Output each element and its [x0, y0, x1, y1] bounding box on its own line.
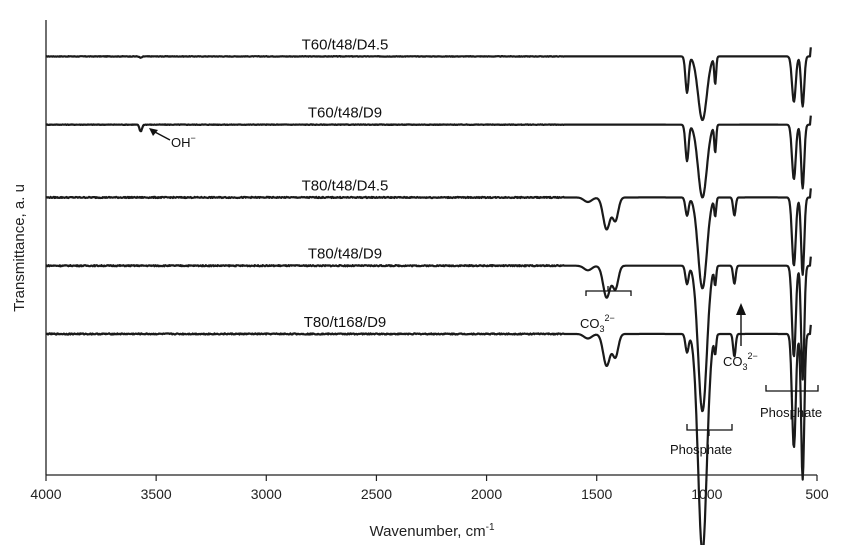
x-ticks: 4000 3500 3000 2500 2000 1500 1000 500 — [30, 475, 829, 502]
phosphate-main-annotation: Phosphate — [670, 424, 733, 457]
x-tick-label: 3000 — [251, 486, 282, 502]
co3-left-bracket — [585, 286, 632, 296]
spectrum-t80-t48-d4-5 — [45, 188, 812, 290]
co3-right-annotation: CO32− — [723, 303, 758, 372]
phosphate-main-bracket — [686, 424, 733, 436]
x-tick-label: 1500 — [581, 486, 612, 502]
spectrum-t80-t48-d9 — [45, 256, 812, 413]
series-label: T80/t168/D9 — [304, 314, 387, 331]
x-tick-label: 500 — [805, 486, 829, 502]
x-tick-label: 3500 — [141, 486, 172, 502]
x-tick-label: 4000 — [30, 486, 61, 502]
phosphate-main-label: Phosphate — [670, 442, 732, 457]
x-tick-label: 2000 — [471, 486, 502, 502]
series-labels: T60/t48/D4.5 T60/t48/D9 T80/t48/D4.5 T80/t4… — [302, 36, 389, 331]
series-label: T80/t48/D4.5 — [302, 177, 389, 194]
co3-left-label: CO32− — [580, 313, 615, 334]
co3-right-arrowhead — [736, 303, 746, 315]
spectrum-t60-t48-d9 — [45, 115, 812, 199]
annotations: OH− CO32− CO32− Phosphate Phosphate — [149, 128, 822, 457]
oh-annotation: OH− — [149, 128, 196, 150]
phosphate-low-annotation: Phosphate — [760, 385, 822, 420]
x-axis-label: Wavenumber, cm-1 — [369, 522, 494, 540]
y-axis-label: Transmittance, a. u — [11, 184, 28, 312]
plot-area — [45, 20, 817, 476]
spectrum-t80-t168-d9 — [45, 324, 812, 545]
co3-right-label: CO32− — [723, 351, 758, 372]
co3-left-annotation: CO32− — [580, 286, 632, 334]
series-label: T60/t48/D4.5 — [302, 36, 389, 53]
phosphate-low-bracket — [765, 385, 819, 397]
oh-label: OH− — [171, 133, 196, 150]
phosphate-low-label: Phosphate — [760, 405, 822, 420]
x-tick-label: 2500 — [361, 486, 392, 502]
series-label: T80/t48/D9 — [308, 246, 382, 263]
spectrum-t60-t48-d4-5 — [45, 47, 812, 122]
spectra-traces — [45, 47, 812, 545]
series-label: T60/t48/D9 — [308, 105, 382, 122]
oh-arrowhead — [149, 128, 158, 136]
